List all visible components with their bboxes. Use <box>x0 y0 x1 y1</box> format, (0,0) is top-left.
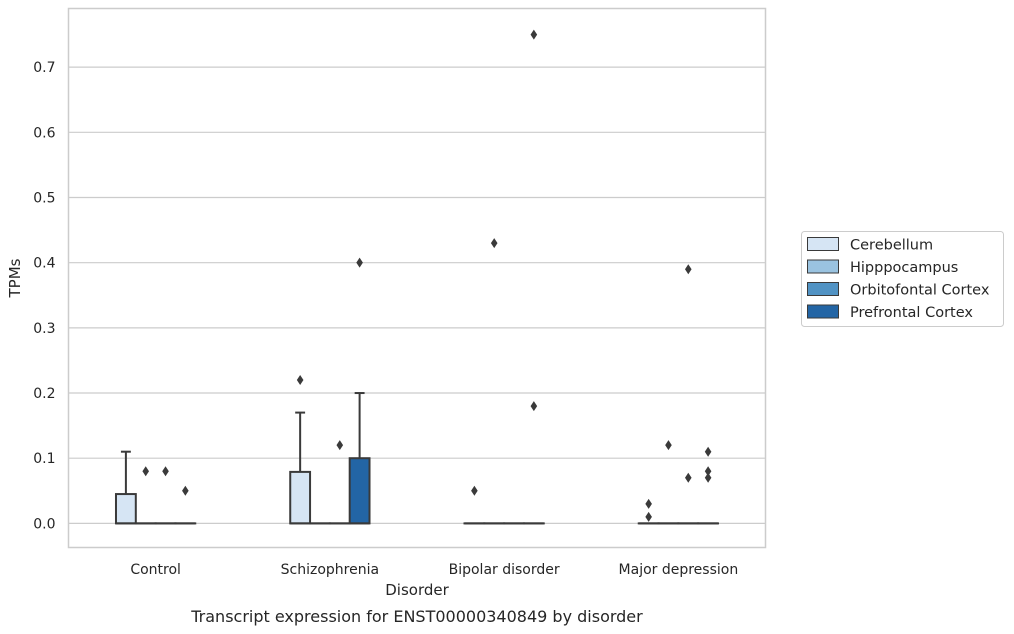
outlier-marker <box>530 29 538 40</box>
box-group <box>637 498 660 525</box>
box-group <box>328 440 351 525</box>
y-tick-label: 0.7 <box>33 60 55 76</box>
outlier-marker <box>490 238 498 249</box>
y-tick-label: 0.6 <box>33 125 55 141</box>
x-axis-label: Disorder <box>385 581 449 599</box>
y-tick-label: 0.3 <box>33 321 55 337</box>
legend-frame <box>801 231 1004 327</box>
outlier-marker <box>645 511 652 522</box>
y-tick-label: 0.4 <box>33 256 55 272</box>
box-group <box>677 264 700 525</box>
outlier-marker <box>665 440 672 451</box>
outlier-marker <box>356 257 363 268</box>
legend-label: Cerebellum <box>850 238 933 254</box>
plot-area-frame <box>67 7 767 549</box>
box-group <box>522 29 545 525</box>
outlier-marker <box>704 472 712 483</box>
box-group <box>697 446 720 525</box>
legend-swatch <box>807 304 839 319</box>
y-axis-ticks: 0.0 0.1 0.2 0.3 0.4 0.5 0.6 0.7 <box>33 60 55 532</box>
grid-lines <box>68 66 766 524</box>
legend-label: Hipppocampus <box>850 260 958 276</box>
legend-swatch <box>807 237 839 251</box>
outlier-marker <box>684 472 692 483</box>
box-group <box>114 450 137 525</box>
boxes <box>114 29 720 525</box>
outlier-marker <box>704 466 712 477</box>
box-body <box>114 493 137 525</box>
outlier-marker <box>704 446 712 457</box>
x-tick-label: Control <box>130 562 181 578</box>
y-axis-label: TPMs <box>6 258 24 298</box>
outlier-marker <box>684 264 692 275</box>
box-group <box>657 440 680 525</box>
x-tick-label: Schizophrenia <box>281 562 379 578</box>
outlier-marker <box>645 498 652 509</box>
x-axis-ticks: Control Schizophrenia Bipolar disorder Majo… <box>130 562 738 578</box>
box-group <box>289 374 312 525</box>
y-tick-label: 0.0 <box>33 516 55 532</box>
outlier-marker <box>162 466 169 477</box>
box-body <box>289 470 312 525</box>
legend-label: Prefrontal Cortex <box>850 305 973 321</box>
figure-caption: Transcript expression for ENST0000034084… <box>190 607 643 626</box>
y-tick-label: 0.5 <box>33 191 55 207</box>
box-group <box>134 466 157 525</box>
legend-label: Orbitofontal Cortex <box>850 283 990 299</box>
box-group <box>348 257 371 525</box>
outlier-marker <box>530 401 538 412</box>
outlier-marker <box>142 466 150 477</box>
box-group <box>463 485 486 525</box>
box-group <box>483 238 506 525</box>
x-tick-label: Major depression <box>619 562 739 578</box>
x-tick-label: Bipolar disorder <box>449 562 560 578</box>
legend-swatch <box>807 282 839 296</box>
legend: Cerebellum Hipppocampus Orbitofontal Corte… <box>801 231 1004 327</box>
legend-swatch <box>807 259 839 274</box>
box-group <box>174 485 197 525</box>
outlier-marker <box>296 374 304 385</box>
box-group <box>154 466 177 525</box>
outlier-marker <box>182 485 189 496</box>
y-tick-label: 0.2 <box>33 386 55 402</box>
outlier-marker <box>471 485 478 496</box>
box-body <box>348 457 371 525</box>
outlier-marker <box>336 440 344 451</box>
y-tick-label: 0.1 <box>33 451 55 467</box>
